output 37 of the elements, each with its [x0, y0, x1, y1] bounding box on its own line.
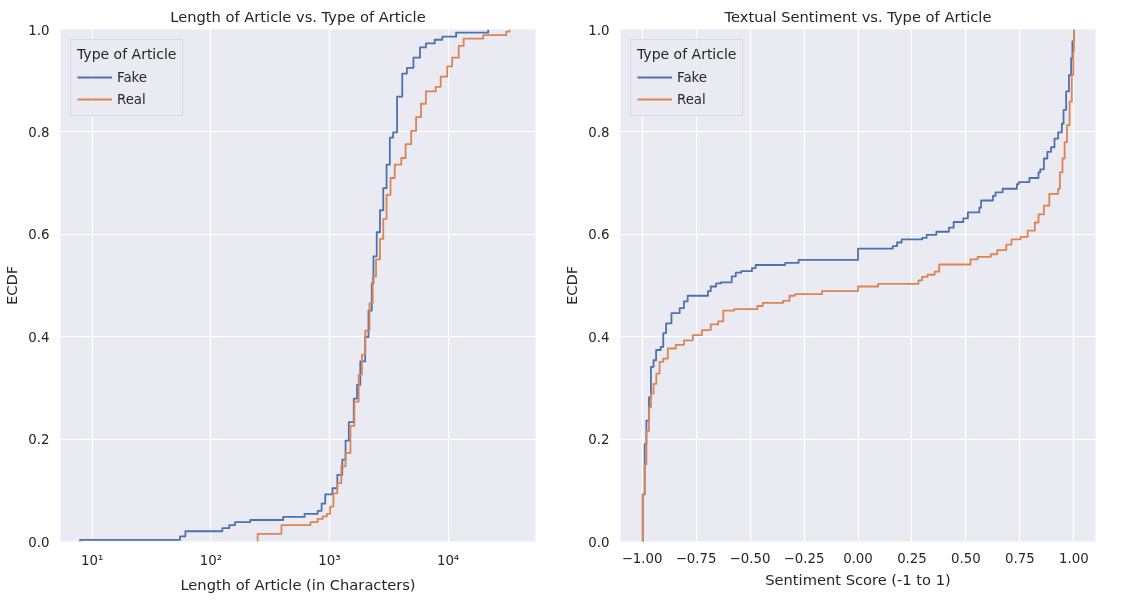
- y-tick-label: 1.0: [28, 22, 50, 38]
- y-tick-label: 0.6: [28, 227, 50, 243]
- x-tick-label: −0.25: [783, 550, 825, 566]
- legend-title: Type of Article: [77, 46, 177, 62]
- chart-title: Length of Article vs. Type of Article: [170, 7, 426, 25]
- x-tick-label: 0.25: [897, 550, 927, 566]
- y-tick-label: 0.0: [28, 534, 50, 550]
- x-tick-label: 0.50: [951, 550, 981, 566]
- y-tick-label: 0.4: [588, 329, 610, 345]
- x-axis-title: Length of Article (in Characters): [180, 575, 416, 593]
- x-tick-label: −0.50: [729, 550, 771, 566]
- x-tick-label: 0.75: [1005, 550, 1035, 566]
- y-axis-title: ECDF: [563, 265, 581, 306]
- x-tick-label: 10²: [199, 552, 223, 568]
- y-axis-title: ECDF: [3, 265, 21, 306]
- chart-title: Textual Sentiment vs. Type of Article: [723, 7, 992, 25]
- x-tick-label: 10¹: [81, 552, 104, 568]
- y-tick-label: 1.0: [588, 22, 610, 38]
- x-tick-label: 10³: [318, 552, 341, 568]
- legend-title: Type of Article: [637, 46, 737, 62]
- legend-label: Fake: [117, 69, 148, 85]
- y-tick-label: 0.2: [588, 432, 610, 448]
- x-tick-label: 10⁴: [436, 552, 460, 568]
- x-axis-title: Sentiment Score (-1 to 1): [765, 570, 951, 588]
- legend-label: Real: [677, 91, 706, 107]
- y-tick-label: 0.8: [588, 124, 610, 140]
- y-tick-label: 0.6: [588, 227, 610, 243]
- y-tick-label: 0.8: [28, 124, 50, 140]
- x-tick-label: −0.75: [675, 550, 717, 566]
- legend-label: Fake: [677, 69, 708, 85]
- x-tick-label: −1.00: [621, 550, 663, 566]
- legend-label: Real: [117, 91, 146, 107]
- x-tick-label: 0.00: [843, 550, 873, 566]
- y-tick-label: 0.4: [28, 329, 50, 345]
- y-tick-label: 0.2: [28, 432, 50, 448]
- x-tick-label: 1.00: [1059, 550, 1089, 566]
- y-tick-label: 0.0: [588, 534, 610, 550]
